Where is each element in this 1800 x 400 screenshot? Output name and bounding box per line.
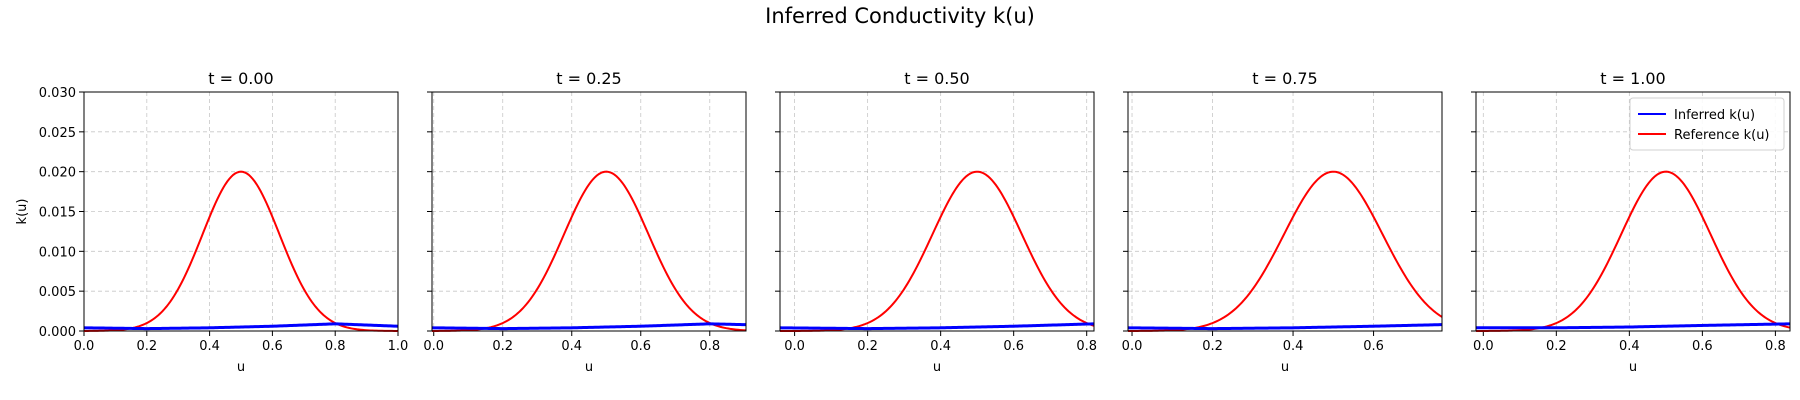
x-tick-label: 0.6	[1003, 339, 1024, 354]
x-tick-label: 0.2	[857, 339, 878, 354]
reference-curve	[780, 170, 1095, 332]
x-tick-label: 0.2	[492, 339, 513, 354]
axes-frame	[1127, 91, 1443, 332]
subplot-title: t = 0.25	[556, 69, 621, 88]
x-tick-label: 0.6	[1363, 339, 1384, 354]
subplot-title: t = 1.00	[1600, 69, 1665, 88]
x-axis-label: u	[237, 360, 245, 375]
y-tick-label: 0.005	[39, 285, 76, 300]
inferred-curve	[779, 322, 1095, 331]
inferred-curve	[1127, 323, 1443, 331]
x-tick-label: 0.0	[1473, 339, 1494, 354]
legend-box	[1629, 97, 1785, 151]
x-tick-label: 0.8	[1765, 339, 1786, 354]
legend-label: Inferred k(u)	[1674, 108, 1755, 123]
legend-label: Reference k(u)	[1674, 128, 1770, 143]
x-axis-label: u	[585, 360, 593, 375]
subplot-3: 0.0 0.2 0.4 0.6 0.8 t = 0.50 u	[775, 69, 1097, 375]
y-tick-label: 0.025	[39, 126, 76, 141]
x-tick-label: 0.6	[630, 339, 651, 354]
x-tick-label: 0.2	[1202, 339, 1223, 354]
x-tick-label: 0.4	[1619, 339, 1640, 354]
subplot-4: 0.0 0.2 0.4 0.6 t = 0.75 u	[1122, 69, 1443, 375]
x-tick-label: 0.0	[74, 339, 95, 354]
x-axis-label: u	[1629, 360, 1637, 375]
x-tick-label: 0.2	[1546, 339, 1567, 354]
y-tick-label: 0.020	[39, 166, 76, 181]
x-tick-label: 0.8	[325, 339, 346, 354]
inferred-curve	[83, 322, 399, 331]
x-tick-label: 0.8	[1076, 339, 1097, 354]
y-axis-label: k(u)	[15, 199, 30, 225]
y-tick-label: 0.015	[39, 206, 76, 221]
x-axis-label: u	[1281, 360, 1289, 375]
y-tick-label: 0.000	[39, 325, 76, 340]
axes-frame	[1475, 91, 1791, 332]
figure-suptitle: Inferred Conductivity k(u)	[765, 4, 1035, 28]
x-tick-label: 0.4	[561, 339, 582, 354]
inferred-curve	[431, 322, 747, 331]
x-tick-label: 0.8	[699, 339, 720, 354]
x-tick-label: 0.6	[262, 339, 283, 354]
x-axis-label: u	[933, 360, 941, 375]
x-tick-label: 0.0	[1122, 339, 1143, 354]
subplot-title: t = 0.00	[208, 69, 273, 88]
subplot-title: t = 0.75	[1252, 69, 1317, 88]
x-tick-label: 0.4	[930, 339, 951, 354]
x-tick-label: 0.6	[1692, 339, 1713, 354]
axes-frame	[779, 91, 1095, 332]
axes-frame	[83, 91, 399, 332]
y-tick-label: 0.010	[39, 245, 76, 260]
x-tick-label: 0.2	[136, 339, 157, 354]
legend: Inferred k(u) Reference k(u)	[1629, 97, 1785, 151]
x-tick-label: 0.0	[423, 339, 444, 354]
y-tick-label: 0.030	[39, 86, 76, 101]
axes-frame	[431, 91, 747, 332]
subplot-1: 0.000 0.005 0.010 0.015 0.020 0.025 0.030 0.0 0.…	[15, 69, 408, 375]
subplot-2: 0.0 0.2 0.4 0.6 0.8 t = 0.25 u	[423, 69, 747, 375]
reference-curve	[1476, 170, 1791, 332]
subplot-title: t = 0.50	[904, 69, 969, 88]
x-tick-label: 0.0	[784, 339, 805, 354]
subplot-5: 0.0 0.2 0.4 0.6 0.8 t = 1.00 u Inferred k(u) Ref…	[1471, 69, 1791, 375]
inferred-curve	[1476, 322, 1791, 330]
x-tick-label: 0.4	[199, 339, 220, 354]
x-tick-label: 1.0	[388, 339, 409, 354]
x-tick-label: 0.4	[1283, 339, 1304, 354]
